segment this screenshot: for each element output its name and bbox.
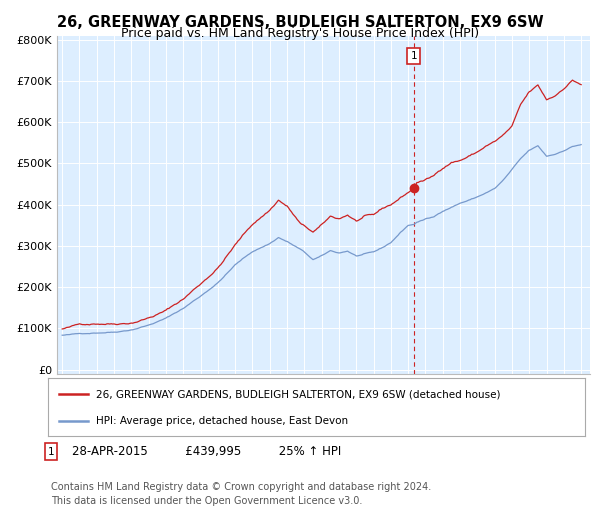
Text: 28-APR-2015          £439,995          25% ↑ HPI: 28-APR-2015 £439,995 25% ↑ HPI	[72, 445, 341, 458]
Text: 26, GREENWAY GARDENS, BUDLEIGH SALTERTON, EX9 6SW: 26, GREENWAY GARDENS, BUDLEIGH SALTERTON…	[56, 15, 544, 30]
Text: 1: 1	[410, 51, 417, 61]
Text: This data is licensed under the Open Government Licence v3.0.: This data is licensed under the Open Gov…	[51, 496, 362, 506]
Text: 1: 1	[47, 447, 55, 456]
Text: 26, GREENWAY GARDENS, BUDLEIGH SALTERTON, EX9 6SW (detached house): 26, GREENWAY GARDENS, BUDLEIGH SALTERTON…	[97, 390, 501, 400]
Text: HPI: Average price, detached house, East Devon: HPI: Average price, detached house, East…	[97, 417, 349, 426]
Text: Contains HM Land Registry data © Crown copyright and database right 2024.: Contains HM Land Registry data © Crown c…	[51, 482, 431, 491]
Text: Price paid vs. HM Land Registry's House Price Index (HPI): Price paid vs. HM Land Registry's House …	[121, 26, 479, 40]
